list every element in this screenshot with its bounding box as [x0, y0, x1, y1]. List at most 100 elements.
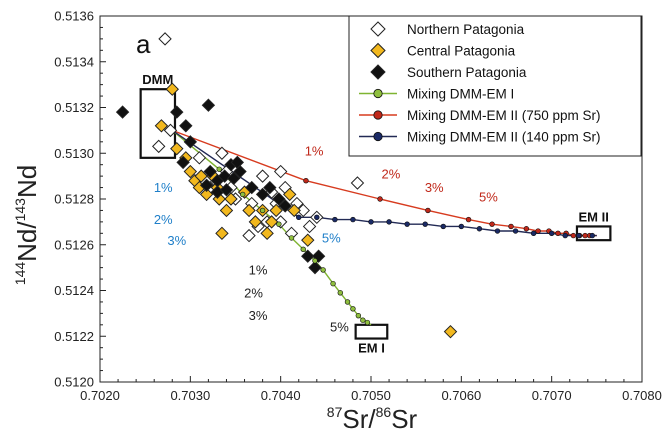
mixing-marker: [425, 207, 431, 214]
data-point: [199, 187, 214, 202]
x-tick-label: 0.7070: [532, 388, 572, 403]
mixing-marker: [320, 267, 326, 273]
x-tick-label: 0.7080: [622, 388, 662, 403]
data-point: [255, 187, 270, 202]
mixing-marker: [364, 319, 371, 326]
mixing-marker: [360, 317, 366, 323]
data-point: [224, 192, 238, 206]
data-point: [201, 98, 216, 112]
y-tick-label: 0.5124: [54, 283, 94, 298]
legend-marker: [370, 64, 386, 80]
y-tick-label: 0.5130: [54, 146, 94, 161]
data-point: [203, 164, 217, 179]
mixing-marker: [489, 221, 495, 227]
data-point: [194, 169, 208, 183]
mixing-percent-label: 1%: [154, 180, 173, 195]
mixing-percent-label: 5%: [330, 320, 349, 335]
end-member-label: DMM: [142, 72, 173, 87]
mixing-marker: [288, 235, 295, 241]
mixing-marker: [512, 228, 519, 234]
data-point: [263, 180, 277, 195]
legend-marker: [373, 88, 383, 99]
end-member-box: [354, 323, 389, 340]
mixing-marker: [259, 207, 266, 214]
end-member-box: [575, 225, 612, 242]
y-tick-label: 0.5134: [54, 54, 94, 69]
mixing-marker: [465, 216, 472, 223]
y-tick-label: 0.5122: [54, 329, 94, 344]
data-point: [215, 226, 229, 241]
mixing-marker: [562, 232, 568, 239]
data-point: [301, 233, 315, 247]
legend: Northern Patagonia Central Patagonia South…: [348, 15, 642, 157]
mixing-marker: [332, 216, 338, 223]
data-point: [199, 178, 214, 192]
mixing-marker: [368, 219, 374, 225]
mixing-marker: [296, 214, 302, 221]
data-point: [248, 215, 263, 229]
mixing-marker: [330, 280, 336, 287]
mixing-marker: [350, 306, 356, 312]
y-tick-label: 0.5128: [54, 192, 94, 207]
mixing-marker: [576, 232, 582, 239]
data-point: [226, 171, 241, 186]
mixing-marker: [303, 178, 309, 184]
mixing-marker: [350, 216, 356, 223]
end-member-box: [139, 88, 177, 159]
data-point: [163, 123, 178, 138]
x-tick-label: 0.7050: [351, 388, 391, 403]
legend-label: Central Patagonia: [407, 44, 516, 59]
mixing-marker: [535, 228, 541, 234]
legend-label: Mixing DMM-EM II (750 ppm Sr): [407, 108, 601, 123]
data-point: [192, 151, 207, 165]
data-point: [301, 249, 315, 263]
data-point: [287, 203, 301, 218]
data-point: [264, 215, 279, 229]
mixing-marker: [476, 226, 483, 232]
y-tick-label: 0.5132: [54, 100, 94, 115]
mixing-percent-label: 2%: [381, 166, 400, 181]
data-point: [443, 324, 458, 339]
data-point: [242, 228, 256, 243]
data-point: [245, 180, 259, 195]
end-member-label: EM I: [358, 341, 385, 356]
legend-label: Mixing DMM-EM II (140 ppm Sr): [407, 130, 601, 145]
data-point: [260, 226, 274, 241]
data-point: [269, 203, 283, 218]
mixing-percent-label: 5%: [479, 189, 498, 204]
mixing-marker: [386, 219, 392, 225]
y-axis-label: 144Nd/143Nd: [12, 165, 42, 285]
y-tick-label: 0.5136: [54, 9, 94, 24]
legend-label: Mixing DMM-EM I: [407, 87, 514, 102]
mixing-marker: [494, 228, 501, 234]
mixing-marker: [589, 232, 596, 239]
data-point: [278, 199, 292, 213]
x-tick-label: 0.7040: [261, 388, 301, 403]
mixing-percent-label: 3%: [249, 308, 268, 323]
mixing-percent-label: 3%: [167, 233, 186, 248]
data-point: [296, 203, 310, 218]
mixing-percent-label: 1%: [305, 144, 324, 159]
data-point: [273, 164, 288, 179]
mixing-marker: [422, 221, 428, 227]
mixing-marker: [508, 223, 514, 230]
mixing-percent-label: 2%: [244, 285, 263, 300]
data-point: [219, 183, 234, 197]
data-point: [152, 139, 166, 154]
y-tick-label: 0.5126: [54, 237, 94, 252]
mixing-marker: [312, 258, 318, 264]
data-point: [154, 119, 169, 133]
mixing-marker: [355, 312, 362, 319]
data-point: [233, 164, 247, 179]
mixing-marker: [555, 230, 561, 237]
mixing-marker: [300, 246, 306, 253]
mixing-percent-label: 3%: [425, 180, 444, 195]
mixing-percent-label: 2%: [154, 212, 173, 227]
data-point: [217, 169, 232, 183]
mixing-marker: [582, 232, 588, 239]
panel-label: a: [136, 29, 151, 59]
x-tick-label: 0.7030: [170, 388, 210, 403]
mixing-marker: [548, 230, 555, 237]
mixing-marker: [404, 221, 410, 227]
